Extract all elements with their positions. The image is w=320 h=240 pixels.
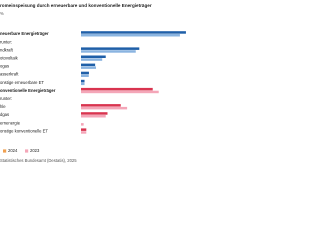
bar [81,115,106,118]
bar [81,87,153,91]
legend-swatch [25,149,29,153]
category-label: runter: [0,96,12,101]
legend-label: 2024 [8,148,18,153]
category-label: ernenergie [0,120,21,125]
category-label: onventionelle Energieträger [0,88,56,93]
legend-label: 2023 [30,148,40,153]
source: Statistisches Bundesamt (Destatis), 2025 [0,158,77,163]
chart: romeinspeisung durch erneuerbare und kon… [0,3,186,163]
chart-title: romeinspeisung durch erneuerbare und kon… [0,3,152,8]
bar [81,47,140,50]
category-label: ndkraft [0,47,14,52]
bar [81,106,128,110]
bar [81,74,89,77]
bar [81,58,103,61]
category-label: onstige konventionelle ET [0,128,48,133]
bar [81,34,180,37]
bar [81,31,186,34]
category-label: otovoltaik [0,55,19,60]
bar [81,79,85,83]
bar [81,63,96,67]
category-label: runter: [0,39,12,44]
bar [81,71,89,75]
category-label: dgas [0,112,9,117]
bar [81,112,108,115]
chart-subtitle: % [0,11,4,16]
bar [81,90,159,94]
bar [81,104,121,107]
category-label: onstige erneuerbare ET [0,80,44,85]
category-label: neuerbare Energieträger [0,31,49,36]
category-label: ogas [0,64,9,69]
bar [81,82,85,86]
bar [81,66,97,69]
bar [81,55,106,58]
legend-swatch [3,149,7,153]
bar [81,50,136,53]
category-label: hle [0,104,6,109]
bar [81,131,87,134]
category-label: asserkraft [0,72,19,77]
bar [81,128,87,131]
bar [81,123,84,126]
